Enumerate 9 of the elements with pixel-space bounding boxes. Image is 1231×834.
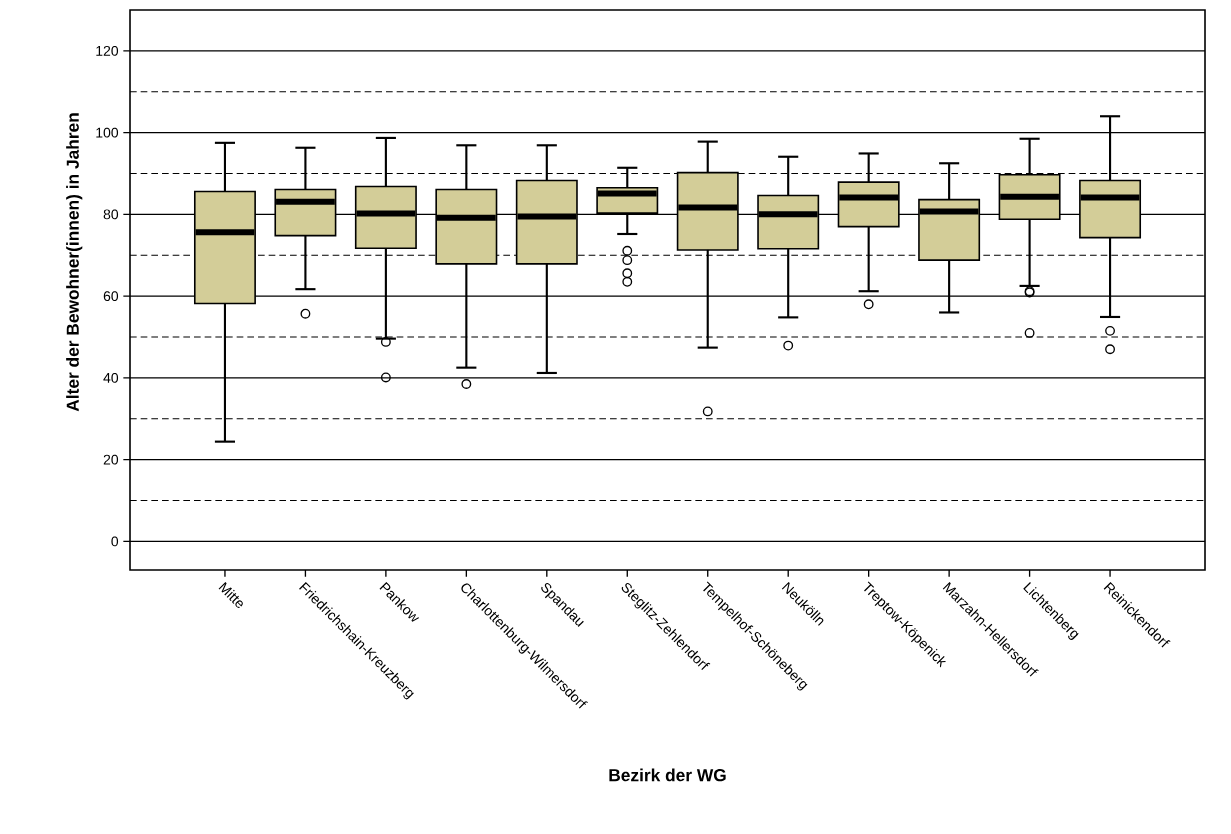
y-tick-label: 20 bbox=[103, 454, 119, 465]
y-tick-label: 0 bbox=[111, 536, 119, 547]
y-tick-label: 100 bbox=[96, 127, 119, 138]
y-tick-label: 120 bbox=[96, 45, 119, 56]
y-tick-label: 60 bbox=[103, 291, 119, 302]
y-tick-label: 80 bbox=[103, 209, 119, 220]
y-tick-label: 40 bbox=[103, 372, 119, 383]
y-axis-title: Alter der Bewohner(innen) in Jahren bbox=[66, 113, 83, 412]
x-axis-title: Bezirk der WG bbox=[609, 768, 726, 782]
